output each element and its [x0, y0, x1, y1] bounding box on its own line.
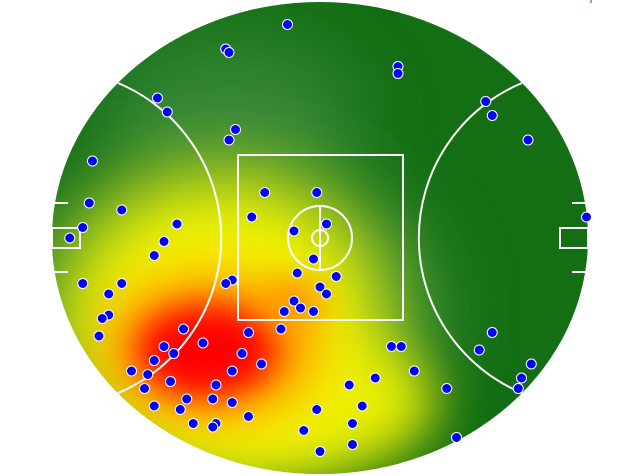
- data-point: [64, 232, 76, 244]
- data-point: [473, 344, 485, 356]
- data-point: [243, 411, 254, 422]
- data-point: [408, 365, 420, 377]
- data-point: [295, 302, 306, 314]
- data-point: [369, 372, 381, 384]
- data-point: [148, 250, 160, 261]
- data-point: [181, 393, 193, 405]
- data-point: [168, 348, 180, 359]
- data-point: [148, 400, 160, 412]
- data-point: [126, 365, 137, 377]
- data-point: [392, 68, 404, 79]
- data-point: [486, 327, 498, 338]
- data-point: [223, 134, 235, 146]
- data-point: [311, 404, 323, 415]
- data-point: [220, 278, 232, 289]
- data-point: [441, 383, 453, 394]
- data-point: [207, 421, 219, 433]
- data-point: [321, 218, 332, 230]
- data-point: [230, 124, 241, 135]
- data-point: [165, 376, 176, 387]
- data-point: [256, 358, 267, 370]
- data-point: [525, 358, 537, 370]
- data-point: [347, 418, 358, 429]
- data-point: [314, 281, 326, 293]
- data-point: [522, 134, 534, 146]
- data-point: [243, 327, 254, 338]
- data-point: [343, 379, 355, 391]
- data-point: [197, 337, 209, 349]
- data-point: [298, 425, 310, 436]
- data-point: [152, 92, 163, 104]
- data-point: [210, 379, 222, 391]
- data-point: [77, 222, 89, 233]
- data-point: [158, 236, 170, 247]
- data-point: [516, 372, 527, 384]
- right-50m-arc: [417, 82, 523, 394]
- data-point: [116, 278, 128, 289]
- data-point: [77, 278, 89, 289]
- data-point: [226, 397, 238, 408]
- data-point: [512, 383, 524, 394]
- data-point: [178, 323, 189, 335]
- data-point: [291, 267, 303, 279]
- data-point: [87, 155, 98, 167]
- data-point: [356, 400, 368, 412]
- data-point: [207, 393, 219, 405]
- data-point: [480, 96, 492, 107]
- data-point: [246, 211, 258, 223]
- data-point: [486, 110, 498, 121]
- data-point: [282, 19, 293, 30]
- data-point: [236, 348, 248, 359]
- left-goal-square: [51, 227, 81, 249]
- data-point: [288, 225, 300, 237]
- data-point: [174, 404, 186, 415]
- right-goal-square: [559, 227, 589, 249]
- data-point: [161, 106, 173, 118]
- data-point: [288, 295, 300, 307]
- data-point: [278, 306, 290, 317]
- data-point: [386, 341, 397, 352]
- heat-red-zone: [138, 306, 275, 396]
- data-point: [321, 288, 332, 300]
- data-point: [226, 365, 238, 377]
- data-point: [223, 47, 235, 58]
- data-point: [116, 204, 128, 216]
- data-point: [148, 355, 160, 366]
- data-point: [83, 197, 95, 209]
- data-point: [314, 446, 326, 457]
- data-point: [308, 253, 319, 265]
- data-point: [330, 271, 342, 282]
- data-point: [347, 439, 358, 450]
- data-point: [259, 187, 271, 198]
- data-point: [93, 330, 105, 342]
- data-point: [187, 418, 199, 429]
- data-point: [395, 341, 407, 352]
- data-point: [275, 323, 287, 335]
- data-point: [103, 288, 115, 300]
- data-point: [171, 218, 183, 230]
- data-point: [308, 306, 319, 317]
- data-point: [451, 432, 462, 443]
- centre-square: [237, 154, 404, 321]
- data-point: [142, 369, 154, 380]
- data-point: [581, 211, 592, 223]
- data-point: [311, 187, 323, 198]
- data-point: [158, 341, 170, 352]
- data-point: [139, 383, 150, 394]
- data-point: [96, 313, 108, 324]
